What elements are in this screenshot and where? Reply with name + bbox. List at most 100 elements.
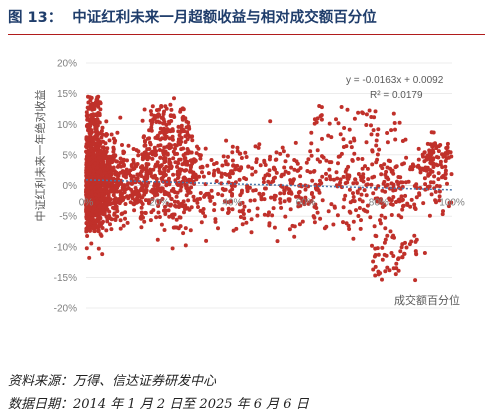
x-axis-label: 成交额百分位	[394, 293, 460, 307]
data-point	[155, 237, 160, 242]
data-point	[177, 167, 182, 172]
data-point	[109, 217, 114, 222]
data-point	[97, 113, 102, 118]
data-point	[311, 195, 316, 200]
data-point	[188, 228, 193, 233]
data-point	[339, 105, 344, 109]
data-point	[416, 146, 421, 151]
data-point	[390, 202, 395, 207]
data-point	[179, 135, 184, 140]
data-point	[97, 175, 102, 180]
x-tick-label: 0%	[79, 198, 94, 209]
data-point	[167, 176, 171, 181]
data-point	[129, 193, 134, 198]
data-point	[143, 210, 148, 215]
data-point	[84, 214, 89, 219]
data-point	[91, 169, 96, 174]
data-point	[105, 176, 110, 181]
data-point	[245, 187, 250, 192]
data-point	[347, 227, 352, 231]
data-point	[378, 218, 382, 223]
data-point	[372, 174, 377, 179]
data-point	[407, 242, 412, 247]
data-point	[365, 203, 370, 208]
data-point	[261, 180, 266, 185]
data-point	[380, 245, 385, 250]
data-point	[375, 152, 380, 157]
data-point	[184, 119, 189, 124]
data-point	[122, 190, 127, 195]
data-point	[300, 219, 305, 224]
data-point	[271, 176, 276, 181]
data-point	[324, 158, 329, 163]
data-point	[364, 140, 369, 145]
data-point	[175, 164, 179, 169]
data-point	[436, 171, 441, 176]
data-point	[343, 193, 348, 198]
data-point	[107, 173, 112, 178]
data-point	[400, 255, 405, 260]
data-point	[152, 149, 157, 153]
data-point	[195, 200, 200, 205]
data-point	[267, 157, 272, 162]
data-point	[257, 191, 262, 196]
data-point	[296, 190, 301, 195]
data-point	[230, 150, 235, 155]
data-point	[151, 175, 156, 180]
data-point	[235, 145, 240, 150]
y-tick-label: 15%	[57, 89, 77, 100]
data-point	[97, 120, 102, 125]
data-point	[95, 130, 100, 135]
data-point	[105, 146, 110, 151]
data-point	[162, 167, 167, 172]
x-tick-label: 20%	[149, 198, 169, 209]
data-point	[100, 226, 105, 230]
data-point	[167, 157, 172, 162]
data-point	[205, 163, 210, 168]
data-point	[373, 273, 378, 278]
data-point	[144, 188, 149, 193]
data-point	[94, 118, 99, 123]
data-point	[284, 185, 289, 190]
data-point	[118, 226, 123, 231]
data-point	[197, 174, 202, 179]
data-point	[183, 243, 188, 248]
data-point	[373, 196, 378, 201]
data-point	[373, 109, 378, 114]
data-point	[125, 169, 130, 174]
data-point	[123, 210, 128, 215]
data-point	[169, 119, 174, 123]
data-point	[446, 204, 451, 209]
data-point	[240, 200, 245, 205]
data-point	[351, 236, 356, 241]
data-point	[86, 175, 91, 180]
data-point	[230, 158, 235, 163]
data-point	[274, 170, 279, 175]
data-point	[424, 155, 429, 160]
data-point	[166, 202, 171, 207]
data-point	[89, 185, 94, 190]
data-point	[155, 192, 160, 197]
data-point	[201, 174, 206, 179]
data-point	[174, 217, 179, 222]
data-point	[391, 266, 396, 271]
data-point	[160, 149, 165, 153]
data-point	[287, 227, 292, 232]
data-point	[318, 216, 323, 221]
data-point	[434, 146, 439, 151]
data-point	[356, 156, 361, 161]
data-point	[422, 176, 427, 181]
data-point	[226, 206, 231, 211]
data-point	[199, 220, 204, 225]
data-point	[111, 165, 116, 170]
date-note: 数据日期：2014 年 1 月 2 日至 2025 年 6 月 6 日	[8, 397, 309, 412]
data-point	[230, 193, 234, 198]
data-point	[121, 151, 126, 156]
data-point	[270, 213, 275, 218]
data-point	[352, 138, 357, 143]
data-point	[246, 164, 251, 169]
data-point	[292, 158, 297, 162]
data-point	[188, 190, 193, 195]
data-point	[119, 164, 123, 169]
data-point	[168, 102, 173, 107]
